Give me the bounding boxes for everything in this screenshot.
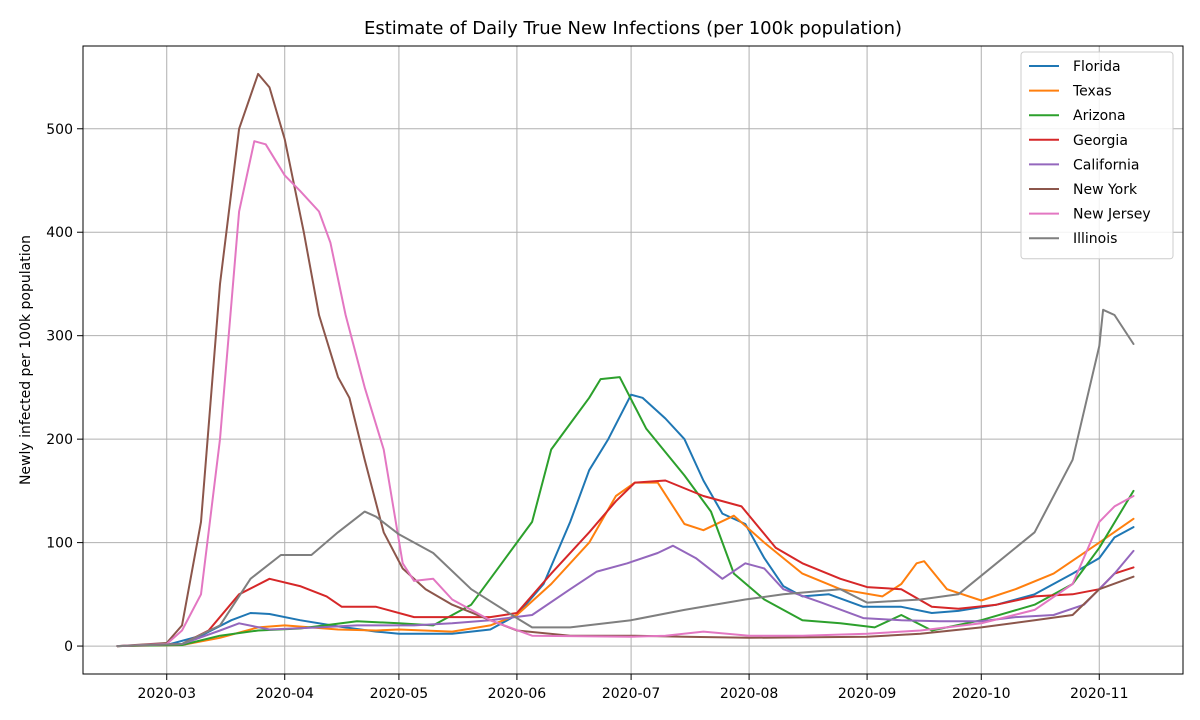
grid-lines — [83, 46, 1183, 674]
series-line-new-jersey — [116, 140, 1135, 648]
legend-label: Florida — [1073, 59, 1121, 75]
plot-frame — [82, 45, 1184, 675]
y-tick-label: 200 — [46, 432, 73, 448]
x-tick-label: 2020-09 — [838, 686, 897, 702]
series-line-texas — [116, 481, 1135, 648]
y-tick-label: 400 — [46, 225, 73, 241]
legend-label: New Jersey — [1073, 207, 1151, 223]
legend: Florida Texas Arizona Georgia California New … — [1020, 51, 1174, 260]
series-line-illinois — [116, 308, 1135, 648]
x-tick-label: 2020-03 — [137, 686, 196, 702]
x-tick-label: 2020-08 — [720, 686, 779, 702]
legend-label: Arizona — [1073, 108, 1126, 124]
series-line-new-york — [116, 72, 1135, 648]
x-tick-label: 2020-07 — [602, 686, 661, 702]
x-tick-label: 2020-11 — [1070, 686, 1129, 702]
legend-label: Texas — [1072, 84, 1112, 100]
y-axis-label: Newly infected per 100k population — [18, 235, 34, 485]
y-axis: 0 100 200 300 400 500 — [46, 122, 83, 655]
x-tick-label: 2020-06 — [488, 686, 547, 702]
chart-title: Estimate of Daily True New Infections (p… — [364, 18, 902, 39]
legend-label: Georgia — [1073, 133, 1128, 149]
series-lines — [116, 72, 1135, 648]
x-tick-label: 2020-05 — [370, 686, 429, 702]
y-tick-label: 0 — [64, 639, 73, 655]
legend-box — [1020, 51, 1174, 260]
series-line-florida — [116, 393, 1135, 648]
legend-label: Illinois — [1073, 231, 1117, 247]
y-tick-label: 500 — [46, 122, 73, 138]
series-line-arizona — [116, 376, 1135, 648]
series-line-california — [116, 544, 1135, 648]
x-axis: 2020-03 2020-04 2020-05 2020-06 2020-07 2020-… — [137, 674, 1129, 702]
series-line-georgia — [116, 479, 1135, 648]
x-tick-label: 2020-04 — [255, 686, 314, 702]
x-tick-label: 2020-10 — [952, 686, 1011, 702]
y-tick-label: 100 — [46, 536, 73, 552]
legend-label: New York — [1073, 182, 1138, 198]
y-tick-label: 300 — [46, 329, 73, 345]
legend-label: California — [1073, 157, 1139, 173]
